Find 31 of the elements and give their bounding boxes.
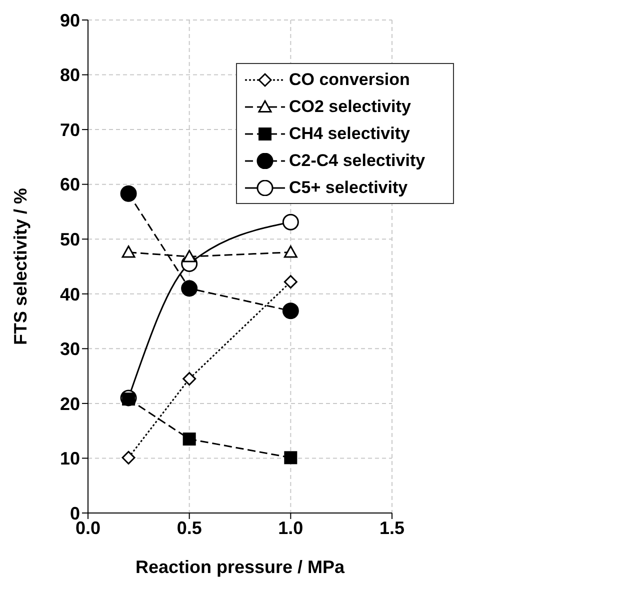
- point: [182, 372, 196, 386]
- point: [282, 302, 299, 320]
- y-tick-label: 20: [60, 394, 80, 414]
- point: [182, 432, 196, 446]
- legend-label: C2-C4 selectivity: [289, 150, 426, 170]
- point: [182, 250, 196, 262]
- point: [284, 246, 298, 258]
- y-tick-label: 40: [60, 284, 80, 304]
- y-tick-label: 30: [60, 339, 80, 360]
- legend-label: C5+ selectivity: [289, 178, 408, 198]
- point: [284, 451, 298, 464]
- legend-label: CO conversion: [289, 70, 410, 90]
- y-tick-label: 70: [60, 120, 80, 140]
- point: [181, 280, 198, 297]
- legend-label: CH4 selectivity: [289, 124, 410, 144]
- y-tick-label: 10: [60, 448, 80, 469]
- point: [282, 214, 299, 230]
- x-axis-title: Reaction pressure / MPa: [135, 557, 346, 577]
- y-tick-label: 90: [60, 10, 80, 30]
- y-tick-label: 80: [60, 65, 80, 86]
- x-tick-label: 0.5: [176, 518, 202, 538]
- point: [120, 185, 137, 202]
- y-tick-label: 60: [60, 174, 80, 195]
- y-axis-title: FTS selectivity / %: [10, 188, 30, 346]
- x-tick-label: 1.0: [278, 518, 304, 538]
- legend-label: CO2 selectivity: [289, 96, 411, 116]
- x-tick-label: 1.5: [379, 518, 405, 538]
- point: [122, 246, 136, 258]
- y-tick-label: 50: [60, 230, 80, 250]
- point: [284, 275, 298, 289]
- point: [122, 450, 136, 464]
